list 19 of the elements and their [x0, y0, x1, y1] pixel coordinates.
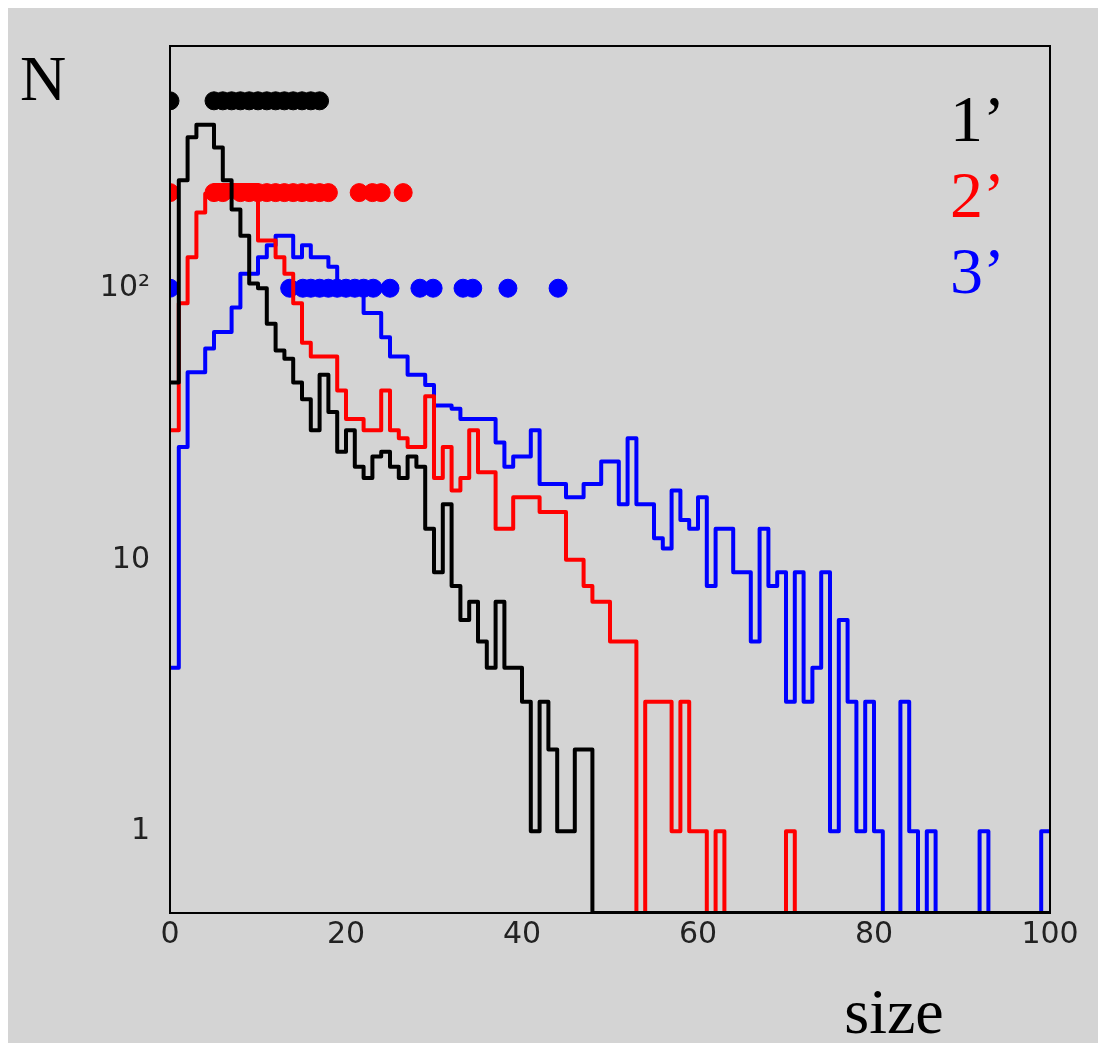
- y-tick-label: 10: [111, 539, 150, 575]
- x-tick-label: 20: [326, 914, 366, 950]
- point: [423, 278, 443, 298]
- point: [380, 278, 400, 298]
- y-tick-label: 1: [130, 811, 150, 847]
- text: 1’: [950, 82, 1005, 155]
- text: 3’: [950, 234, 1005, 307]
- point: [548, 278, 568, 298]
- x-tick-label: 0: [160, 914, 180, 950]
- point: [393, 183, 413, 203]
- x-tick-label: 40: [502, 914, 542, 950]
- point: [498, 278, 518, 298]
- y-tick-label: 10²: [99, 268, 150, 304]
- x-tick-label: 80: [854, 914, 894, 950]
- x-tick-label: 60: [678, 914, 718, 950]
- text: 2’: [950, 158, 1005, 231]
- x-tick-label: 100: [1021, 914, 1079, 950]
- x-axis-title: size: [844, 976, 944, 1047]
- y-axis-title: N: [20, 43, 67, 114]
